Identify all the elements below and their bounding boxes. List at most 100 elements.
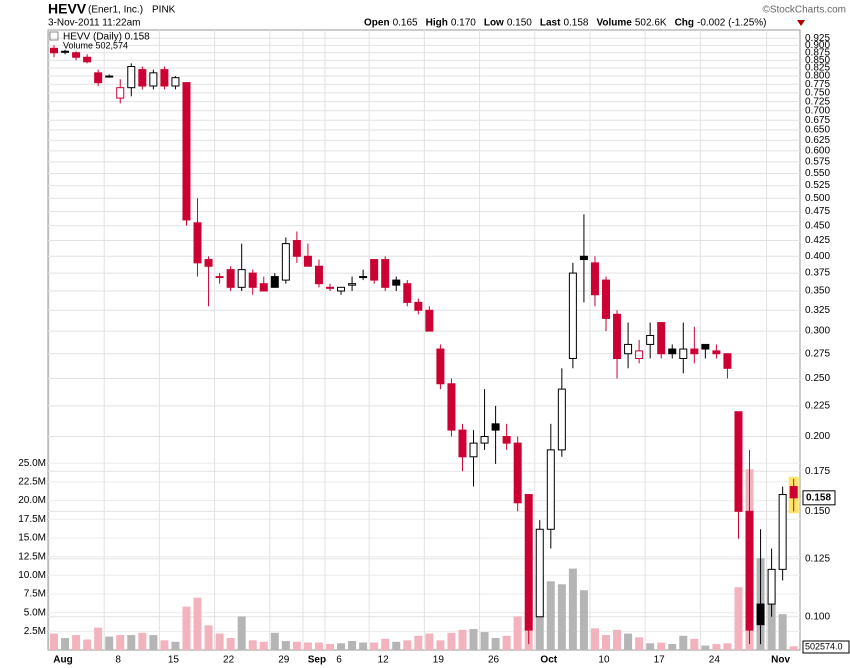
x-tick-label: 29 <box>278 655 290 666</box>
candle-body <box>392 279 401 286</box>
candle-body <box>226 269 235 288</box>
candle-body <box>535 528 544 618</box>
candle-body <box>237 269 246 288</box>
y-tick-label: 0.900 <box>805 40 830 51</box>
volume-bar <box>160 640 169 650</box>
volume-bar <box>613 629 622 650</box>
quote-value: -0.002 (-1.25%) <box>697 18 766 29</box>
candle-body <box>635 350 644 359</box>
y2-tick-label: 5.0M <box>24 607 46 618</box>
candle-body <box>602 279 610 319</box>
candle-body <box>127 65 136 89</box>
quote-label: High <box>426 18 448 29</box>
candle-body <box>403 283 412 303</box>
y-tick-label: 0.350 <box>805 286 830 297</box>
y-tick-label: 0.525 <box>805 180 830 191</box>
x-tick-label: 8 <box>115 655 121 666</box>
volume-bar <box>414 635 423 650</box>
volume-bar <box>359 642 368 650</box>
volume-bar <box>171 641 180 650</box>
last-price-box <box>802 490 836 506</box>
y2-tick-label: 25.0M <box>18 458 46 469</box>
y-tick-label: 0.650 <box>805 125 830 136</box>
x-tick-label: Nov <box>771 655 790 666</box>
volume-bar <box>105 636 114 650</box>
x-tick-label: Aug <box>53 655 72 666</box>
candle-body <box>270 276 279 288</box>
volume-bar <box>480 632 489 650</box>
volume-bar <box>568 568 577 650</box>
volume-bar <box>72 635 81 650</box>
candle-body <box>215 276 224 279</box>
candle-body <box>557 388 566 451</box>
menu-arrow[interactable] <box>797 20 805 26</box>
y-tick-label: 0.675 <box>805 115 830 126</box>
x-tick-label: 15 <box>168 655 180 666</box>
source: ©StockCharts.com <box>762 5 846 16</box>
volume-bar <box>381 638 390 650</box>
y-tick-label: 0.225 <box>805 401 830 412</box>
quote-label: Open <box>364 18 390 29</box>
volume-bar <box>326 644 334 650</box>
y-tick-label: 0.625 <box>805 135 830 146</box>
candle-body <box>50 47 58 54</box>
y-tick-label: 0.825 <box>805 63 830 74</box>
x-tick-label: Oct <box>540 655 557 666</box>
y-tick-label: 0.175 <box>805 466 830 477</box>
x-tick-label: Sep <box>308 655 326 666</box>
volume-bar <box>624 633 633 650</box>
candle-body <box>303 255 312 267</box>
volume-bar <box>138 632 147 650</box>
volume-bar <box>292 641 301 650</box>
volume-bar <box>502 635 511 650</box>
quote-value: 0.165 <box>393 18 418 29</box>
volume-bar <box>734 587 743 650</box>
date: 3-Nov-2011 11:22am <box>48 18 140 29</box>
candle-body <box>668 348 677 355</box>
candle-body <box>138 69 147 87</box>
candle-body <box>723 353 732 369</box>
y-tick-label: 0.775 <box>805 79 830 90</box>
company: (Ener1, Inc.) <box>88 5 143 16</box>
volume-bar <box>83 639 92 650</box>
candle-body <box>646 334 655 345</box>
x-tick-label: 26 <box>488 655 500 666</box>
y-tick-label: 0.750 <box>805 87 830 98</box>
candle-body <box>359 276 368 279</box>
candle-body <box>513 442 522 504</box>
candle-body <box>480 436 489 444</box>
volume-bar <box>215 633 224 650</box>
volume-bar <box>50 633 58 650</box>
y-tick-label: 0.550 <box>805 168 830 179</box>
volume-bar <box>392 641 401 650</box>
volume-bar <box>182 606 191 650</box>
y-tick-label: 0.275 <box>805 348 830 359</box>
volume-bar <box>657 642 666 650</box>
candle-body <box>458 429 467 458</box>
x-tick-label: 24 <box>709 655 721 666</box>
y-tick-label: 0.800 <box>805 71 830 82</box>
candle-body <box>193 222 202 264</box>
symbol: HEVV <box>48 1 87 17</box>
y-tick-label: 0.150 <box>805 506 830 517</box>
y2-tick-label: 20.0M <box>18 495 46 506</box>
candle-body <box>83 56 92 63</box>
volume-bar <box>127 635 136 650</box>
candle-body <box>712 350 721 355</box>
volume-bar <box>491 638 500 650</box>
candle-body <box>657 322 666 355</box>
volume-bar <box>635 637 644 650</box>
y-tick-label: 0.925 <box>805 33 830 44</box>
last-volume-box <box>802 640 850 654</box>
volume-bar <box>679 635 688 650</box>
volume-bar <box>94 627 103 650</box>
volume-bar <box>370 642 379 650</box>
y-tick-label: 0.450 <box>805 220 830 231</box>
candle-body <box>679 348 688 359</box>
y2-tick-label: 17.5M <box>18 514 46 525</box>
quote-value: 0.158 <box>563 18 588 29</box>
y2-tick-label: 2.5M <box>24 626 46 637</box>
legend-box <box>49 31 59 41</box>
exchange: PINK <box>152 5 176 16</box>
candle-body <box>624 343 633 355</box>
